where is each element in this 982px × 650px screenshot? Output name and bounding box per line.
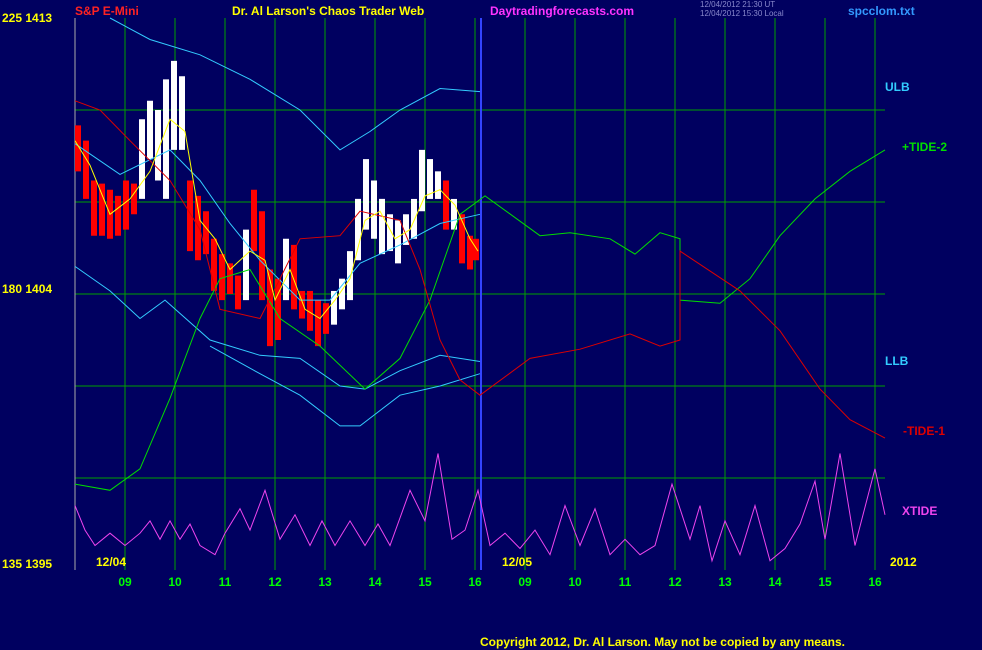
x-tick-label: 13 bbox=[718, 575, 732, 589]
x-tick-label: 11 bbox=[619, 575, 632, 589]
legend-label: +TIDE-2 bbox=[902, 140, 947, 154]
copyright: Copyright 2012, Dr. Al Larson. May not b… bbox=[480, 635, 845, 649]
date-label: 2012 bbox=[890, 555, 917, 569]
series-line bbox=[209, 345, 481, 427]
series-line bbox=[74, 149, 886, 491]
legend-label: XTIDE bbox=[902, 504, 937, 518]
x-tick-label: 15 bbox=[818, 575, 832, 589]
date-label: 12/05 bbox=[502, 555, 532, 569]
x-tick-label: 12 bbox=[668, 575, 682, 589]
x-tick-label: 14 bbox=[768, 575, 782, 589]
source-file: spcclom.txt bbox=[848, 4, 915, 18]
x-tick-label: 12 bbox=[268, 575, 282, 589]
y-tick-label: 225 1413 bbox=[2, 11, 52, 25]
series-line bbox=[109, 17, 481, 151]
x-tick-label: 14 bbox=[368, 575, 382, 589]
x-tick-label: 11 bbox=[219, 575, 232, 589]
series-line bbox=[74, 453, 886, 563]
labels: 225 1413 180 1404 135 1395 09 10 11 12 13 14 15 16… bbox=[2, 11, 947, 589]
x-tick-label: 16 bbox=[468, 575, 482, 589]
series-line bbox=[74, 265, 481, 390]
legend-label: ULB bbox=[885, 80, 910, 94]
x-tick-label: 16 bbox=[868, 575, 882, 589]
x-tick-label: 09 bbox=[518, 575, 532, 589]
series-line bbox=[74, 143, 481, 301]
site: Daytradingforecasts.com bbox=[490, 4, 634, 18]
x-tick-label: 09 bbox=[118, 575, 132, 589]
y-tick-label: 135 1395 bbox=[2, 557, 52, 571]
series-line bbox=[74, 100, 886, 439]
legend-label: LLB bbox=[885, 354, 909, 368]
date-label: 12/04 bbox=[96, 555, 126, 569]
y-tick-label: 180 1404 bbox=[2, 282, 52, 296]
series-line bbox=[74, 118, 479, 320]
instrument: S&P E-Mini bbox=[75, 4, 139, 18]
x-tick-label: 13 bbox=[318, 575, 332, 589]
x-tick-label: 15 bbox=[418, 575, 432, 589]
x-tick-label: 10 bbox=[568, 575, 582, 589]
timestamp: 12/04/2012 15:30 Local bbox=[700, 9, 784, 18]
legend-label: -TIDE-1 bbox=[903, 424, 945, 438]
chart-title: Dr. Al Larson's Chaos Trader Web bbox=[232, 4, 424, 18]
timestamp: 12/04/2012 21:30 UT bbox=[700, 0, 775, 9]
x-tick-label: 10 bbox=[168, 575, 182, 589]
plot-area bbox=[74, 17, 886, 563]
